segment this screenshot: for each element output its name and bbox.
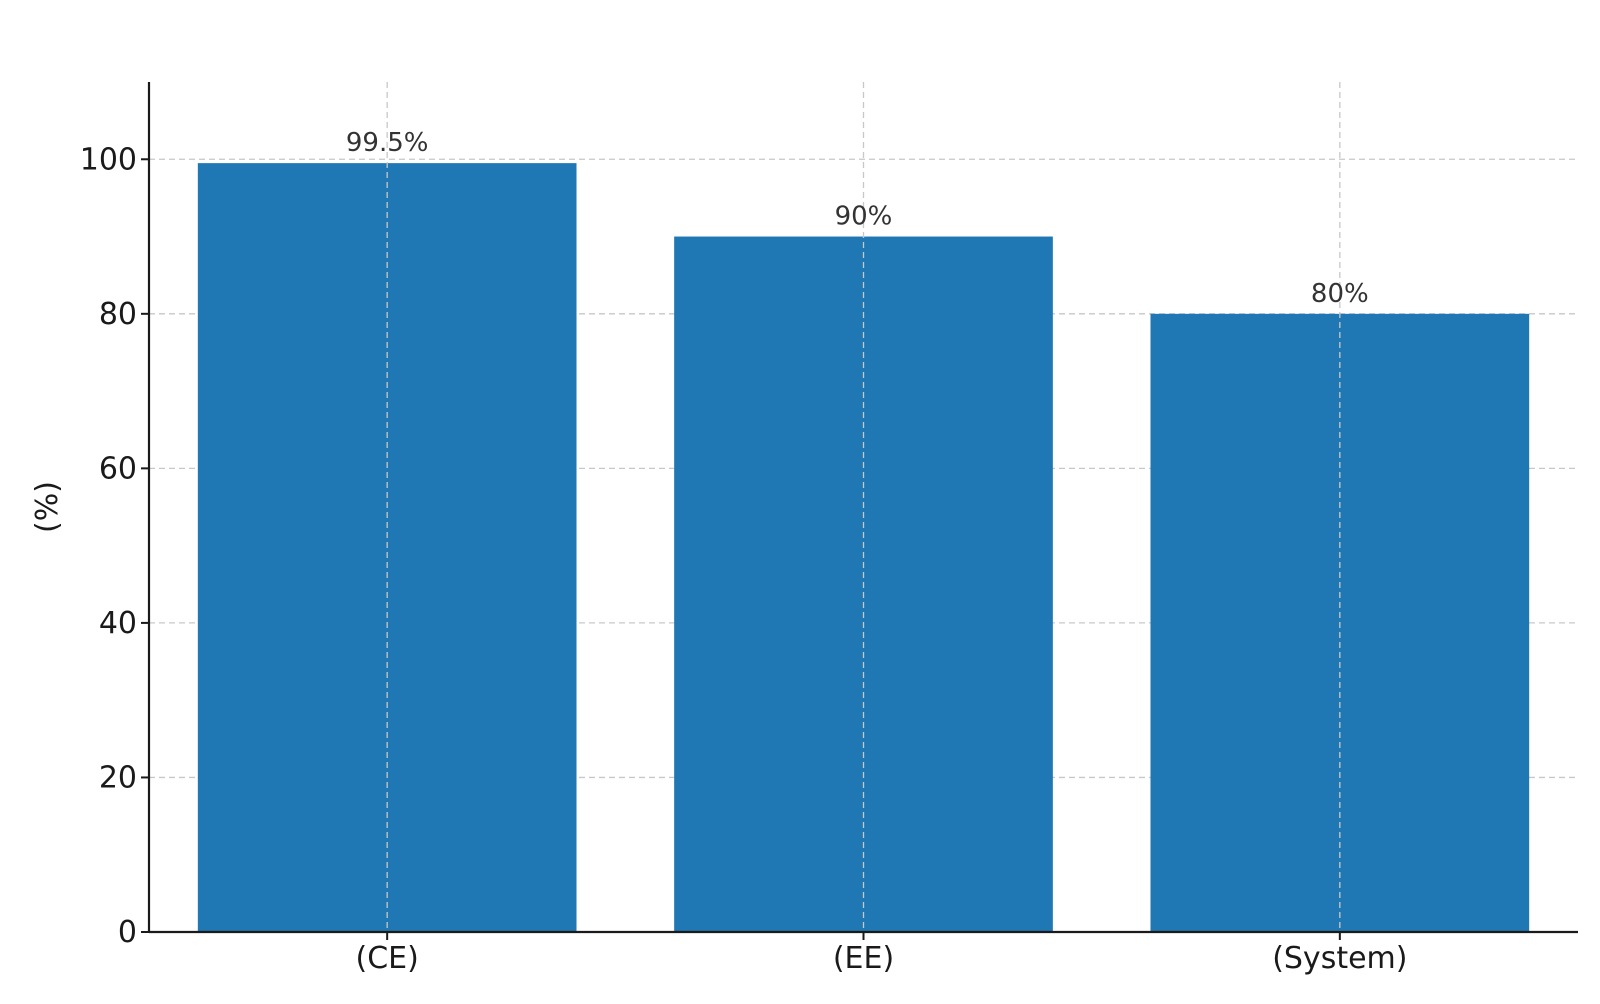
y-tick-label: 100 [80, 142, 137, 177]
y-tick-label: 80 [99, 297, 137, 332]
axes [141, 82, 1578, 940]
y-tick-label: 60 [99, 451, 137, 486]
x-tick-label: (EE) [833, 941, 894, 976]
y-tick-label: 0 [118, 915, 137, 950]
data-label: 99.5% [346, 128, 429, 158]
x-tick-label: (CE) [356, 941, 419, 976]
data-labels: 99.5% 90% 80% [346, 128, 1369, 309]
data-label: 90% [835, 202, 893, 232]
tick-labels: 0 20 40 60 80 100 (CE) (EE) (System) [80, 142, 1408, 976]
x-tick-label: (System) [1272, 941, 1407, 976]
y-tick-label: 20 [99, 760, 137, 795]
y-axis-title: (%) [30, 481, 65, 533]
y-tick-label: 40 [99, 606, 137, 641]
vertical-grid-lines [386, 82, 1341, 932]
data-label: 80% [1311, 279, 1369, 309]
